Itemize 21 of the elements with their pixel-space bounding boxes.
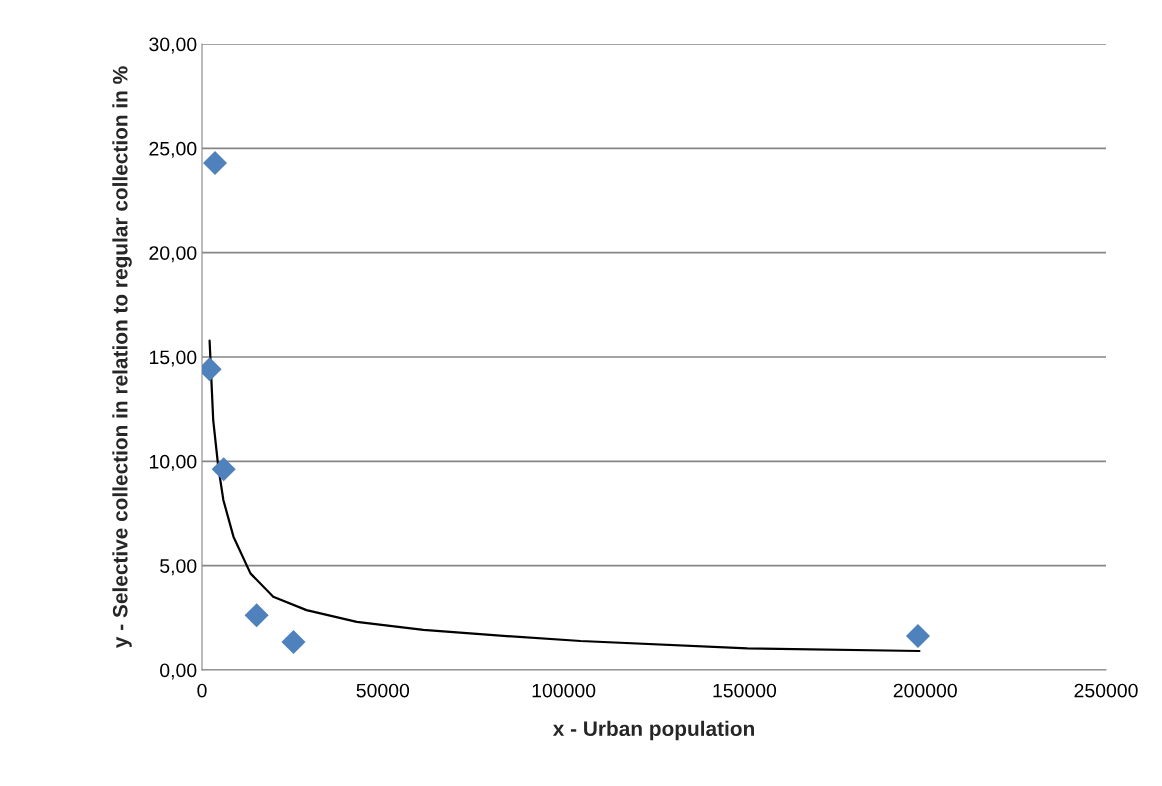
x-tick-label: 250000: [1074, 683, 1138, 698]
point: [211, 457, 236, 482]
point: [281, 630, 306, 655]
x-axis-title: x - Urban population: [552, 720, 754, 741]
y-tick-label: 20,00: [149, 246, 197, 263]
point: [202, 150, 228, 175]
y-axis-title: y - Selective collection in relation to regular collection in %: [112, 66, 132, 648]
x-tick-label: 200000: [893, 683, 957, 698]
y-tick-label: 25,00: [149, 141, 197, 158]
y-tick-label: 0,00: [160, 663, 197, 680]
point: [244, 603, 269, 628]
y-tick-label: 5,00: [160, 559, 197, 576]
line-series: [208, 339, 921, 653]
y-tick-label: 15,00: [149, 350, 197, 367]
y-tick-label: 30,00: [149, 37, 197, 54]
x-tick-label: 100000: [532, 683, 596, 698]
x-tick-label: 0: [197, 683, 207, 698]
y-tick-label: 10,00: [149, 454, 197, 471]
x-tick-label: 50000: [356, 683, 410, 698]
point: [905, 623, 930, 649]
x-tick-label: 150000: [713, 683, 777, 698]
